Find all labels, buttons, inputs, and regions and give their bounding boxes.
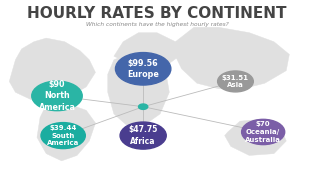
Text: $39.44
South
America: $39.44 South America [47,125,79,146]
Circle shape [41,123,85,149]
Text: HOURLY RATES BY CONTINENT: HOURLY RATES BY CONTINENT [27,6,287,21]
Text: $99.56
Europe: $99.56 Europe [127,59,159,79]
Circle shape [242,119,285,145]
Circle shape [116,53,171,85]
Polygon shape [225,119,286,155]
Polygon shape [9,38,95,101]
Polygon shape [114,33,181,67]
Text: $90
North
America: $90 North America [39,80,75,112]
Circle shape [32,81,82,111]
Polygon shape [108,56,169,125]
Text: $47.75
Africa: $47.75 Africa [128,125,158,146]
Polygon shape [176,27,289,89]
Polygon shape [37,101,95,161]
Text: $31.51
Asia: $31.51 Asia [222,75,249,88]
Circle shape [218,71,253,92]
Circle shape [138,104,148,109]
Circle shape [120,122,166,149]
Text: Which continents have the highest hourly rates?: Which continents have the highest hourly… [86,22,228,27]
Text: $70
Oceania/
Australia: $70 Oceania/ Australia [245,121,281,143]
